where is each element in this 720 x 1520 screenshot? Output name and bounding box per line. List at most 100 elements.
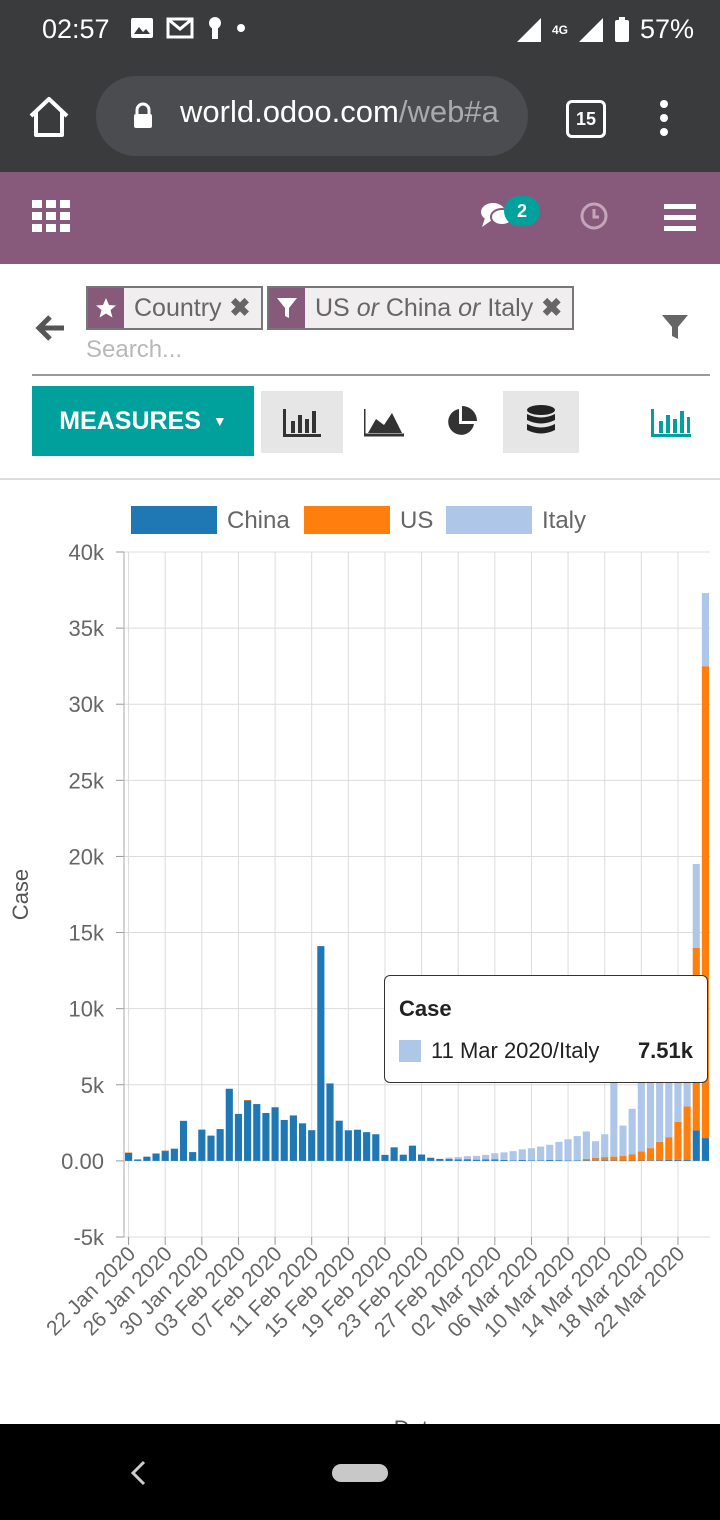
legend-label: US [400, 507, 433, 534]
y-tick-label: 35k [69, 616, 105, 641]
bar-italy [555, 1141, 563, 1161]
y-tick-label: 40k [69, 540, 105, 565]
facet-label: Country [134, 293, 222, 322]
remove-facet-icon[interactable]: ✖ [541, 294, 563, 322]
bar-china [692, 1130, 700, 1161]
bar-us [582, 1158, 590, 1161]
measures-button[interactable]: MEASURES ▼ [32, 386, 254, 456]
app-menu-icon[interactable] [32, 200, 70, 232]
graph-view-switch[interactable] [630, 391, 712, 453]
remove-facet-icon[interactable]: ✖ [229, 294, 251, 322]
pie-chart-mode-button[interactable] [420, 391, 502, 453]
bar-us [683, 1106, 691, 1160]
bar-china [170, 1148, 178, 1161]
y-tick-label: 10k [69, 997, 105, 1022]
bar-china [152, 1153, 160, 1161]
facet-groupby-country[interactable]: Country ✖ [86, 286, 263, 330]
database-icon [527, 405, 555, 434]
bar-chart-mode-button[interactable] [261, 391, 343, 453]
y-tick-label: 30k [69, 692, 105, 717]
bar-italy [646, 1068, 655, 1149]
bar-china [198, 1129, 206, 1161]
back-arrow-icon[interactable] [34, 312, 66, 344]
bar-china [500, 1159, 508, 1161]
bar-china [298, 1123, 307, 1161]
home-icon[interactable] [26, 94, 72, 140]
facet-or: or [458, 293, 481, 322]
odoo-top-bar [0, 172, 720, 264]
dot-icon [237, 24, 245, 32]
bar-china [509, 1160, 517, 1161]
bar-italy [692, 864, 700, 948]
bar-china [125, 1152, 133, 1161]
filter-toggle-icon[interactable] [660, 312, 690, 342]
bar-us [628, 1154, 636, 1161]
bar-us [637, 1151, 645, 1161]
bar-china [665, 1159, 673, 1161]
keyhole-icon [209, 17, 221, 39]
y-tick-label: -5k [73, 1225, 105, 1250]
tooltip-title: Case [399, 996, 452, 1021]
filter-icon [269, 288, 305, 328]
bar-italy [509, 1151, 517, 1161]
bar-china [610, 1160, 618, 1161]
nav-home-pill[interactable] [332, 1464, 388, 1482]
browser-toolbar: world.odoo.com/web#a 15 [0, 64, 720, 172]
area-chart-icon [364, 409, 404, 437]
bar-italy [665, 1038, 673, 1138]
bar-china [381, 1154, 389, 1161]
tooltip-swatch [399, 1040, 421, 1062]
bar-italy [463, 1156, 471, 1160]
legend-swatch-italy [446, 506, 532, 534]
bar-us [610, 1156, 618, 1161]
bar-china [372, 1134, 380, 1161]
legend-swatch-us [304, 506, 390, 534]
tab-switcher-button[interactable]: 15 [566, 100, 606, 138]
bar-china [482, 1159, 490, 1161]
line-chart-mode-button[interactable] [343, 391, 425, 453]
image-icon [131, 18, 153, 38]
bar-china [582, 1160, 590, 1161]
bar-us [656, 1141, 664, 1161]
bar-us [701, 666, 709, 1139]
legend-swatch-china [131, 506, 217, 534]
network-type: 4G [551, 22, 568, 37]
more-options-icon[interactable] [652, 98, 676, 138]
bar-china [289, 1115, 297, 1161]
bar-italy [454, 1157, 462, 1160]
facet-or: or [356, 293, 379, 322]
bar-italy [637, 1082, 645, 1152]
bar-china [646, 1160, 655, 1161]
bar-italy [500, 1152, 508, 1160]
bar-italy [701, 593, 709, 667]
bar-china [546, 1159, 554, 1161]
bar-china [262, 1112, 270, 1161]
system-icons: 4G 57% [516, 14, 694, 45]
nav-back-icon[interactable] [128, 1460, 148, 1486]
facet-label: US or China or Italy [305, 294, 541, 323]
activity-clock-icon[interactable] [578, 200, 610, 232]
pie-chart-icon [448, 406, 477, 435]
bar-china [216, 1129, 224, 1161]
hamburger-menu-icon[interactable] [664, 204, 696, 232]
search-input[interactable]: Search... [86, 336, 183, 363]
bar-china [143, 1156, 151, 1161]
notification-icons [130, 16, 246, 40]
bar-italy [491, 1153, 499, 1160]
status-bar: 02:57 4G 57% [0, 0, 720, 64]
x-axis-label: Date [394, 1416, 440, 1424]
facet-filter-country[interactable]: US or China or Italy ✖ [267, 286, 575, 330]
bar-chart-icon [651, 409, 691, 437]
url-field[interactable]: world.odoo.com/web#a [96, 76, 528, 156]
stacked-toggle-button[interactable] [503, 391, 579, 453]
y-tick-label: 20k [69, 844, 105, 869]
bar-china [179, 1120, 188, 1161]
bar-china [189, 1152, 197, 1161]
y-tick-label: 0.00 [61, 1149, 104, 1174]
facet-value: Italy [487, 293, 534, 322]
facet-value: US [315, 293, 350, 322]
chat-icon[interactable] [480, 200, 514, 230]
bar-italy [537, 1146, 545, 1161]
url-text: world.odoo.com/web#a [180, 94, 510, 130]
chart-tooltip: Case 11 Mar 2020/Italy 7.51k [384, 975, 708, 1083]
